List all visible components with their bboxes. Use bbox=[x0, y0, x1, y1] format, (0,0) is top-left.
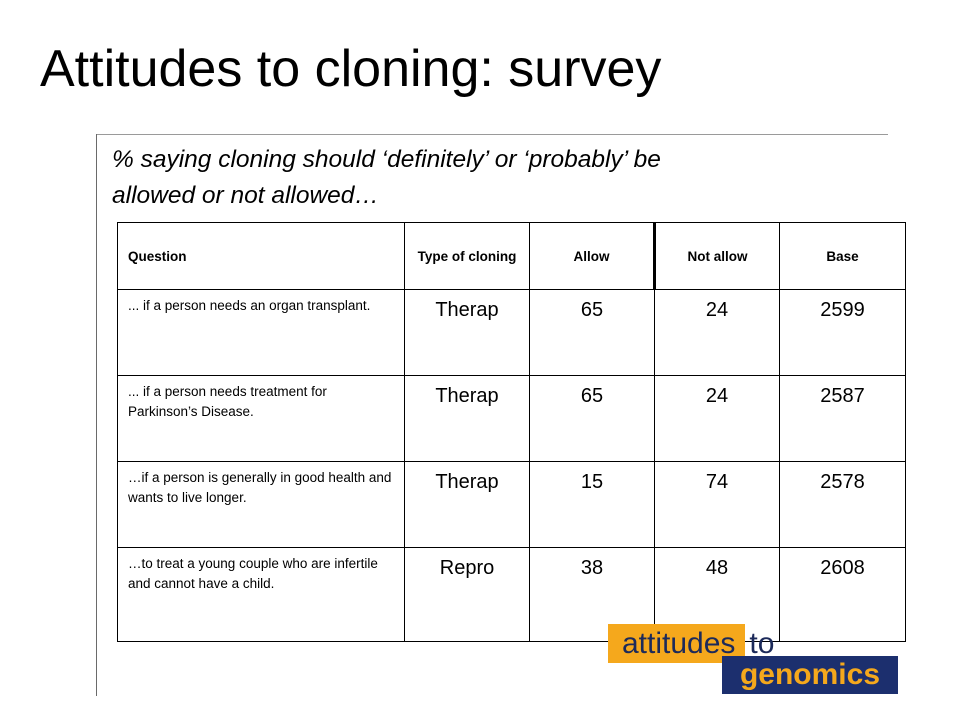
table-row: …if a person is generally in good health… bbox=[117, 461, 906, 548]
base-cell: 2608 bbox=[779, 547, 906, 642]
type-cell: Therap bbox=[404, 461, 530, 548]
base-cell: 2578 bbox=[779, 461, 906, 548]
not-allow-cell: 74 bbox=[654, 461, 780, 548]
subtitle-line-1: % saying cloning should ‘definitely’ or … bbox=[112, 146, 661, 173]
not-allow-cell: 24 bbox=[654, 289, 780, 376]
base-cell: 2599 bbox=[779, 289, 906, 376]
question-text: ... if a person needs treatment for Park… bbox=[128, 384, 327, 419]
question-text: …to treat a young couple who are inferti… bbox=[128, 556, 378, 591]
question-text: …if a person is generally in good health… bbox=[128, 470, 392, 505]
header-base: Base bbox=[779, 222, 906, 290]
frame-top-rule bbox=[96, 134, 888, 135]
header-type-of-cloning: Type of cloning bbox=[404, 222, 530, 290]
allow-cell: 65 bbox=[529, 289, 655, 376]
survey-table: Question Type of cloning Allow Not allow… bbox=[117, 222, 906, 642]
header-not-allow: Not allow bbox=[654, 222, 780, 290]
logo-word-to: to bbox=[749, 627, 775, 660]
type-cell: Therap bbox=[404, 375, 530, 462]
slide-title: Attitudes to cloning: survey bbox=[40, 40, 662, 98]
header-allow: Allow bbox=[529, 222, 656, 290]
allow-cell: 15 bbox=[529, 461, 655, 548]
allow-cell: 65 bbox=[529, 375, 655, 462]
table-row: ... if a person needs an organ transplan… bbox=[117, 289, 906, 376]
type-cell: Repro bbox=[404, 547, 530, 642]
question-text: ... if a person needs an organ transplan… bbox=[128, 298, 371, 313]
frame-left-rule bbox=[96, 134, 97, 696]
subtitle-line-2: allowed or not allowed… bbox=[112, 182, 379, 209]
slide-subtitle: % saying cloning should ‘definitely’ or … bbox=[112, 142, 852, 214]
table-row: …to treat a young couple who are inferti… bbox=[117, 547, 906, 642]
question-cell: …to treat a young couple who are inferti… bbox=[117, 547, 405, 642]
table-row: ... if a person needs treatment for Park… bbox=[117, 375, 906, 462]
base-cell: 2587 bbox=[779, 375, 906, 462]
not-allow-cell: 24 bbox=[654, 375, 780, 462]
table-header-row: Question Type of cloning Allow Not allow… bbox=[117, 222, 906, 290]
logo-word-genomics: genomics bbox=[722, 656, 898, 694]
question-cell: ... if a person needs an organ transplan… bbox=[117, 289, 405, 376]
question-cell: …if a person is generally in good health… bbox=[117, 461, 405, 548]
header-question: Question bbox=[117, 222, 405, 290]
type-cell: Therap bbox=[404, 289, 530, 376]
question-cell: ... if a person needs treatment for Park… bbox=[117, 375, 405, 462]
